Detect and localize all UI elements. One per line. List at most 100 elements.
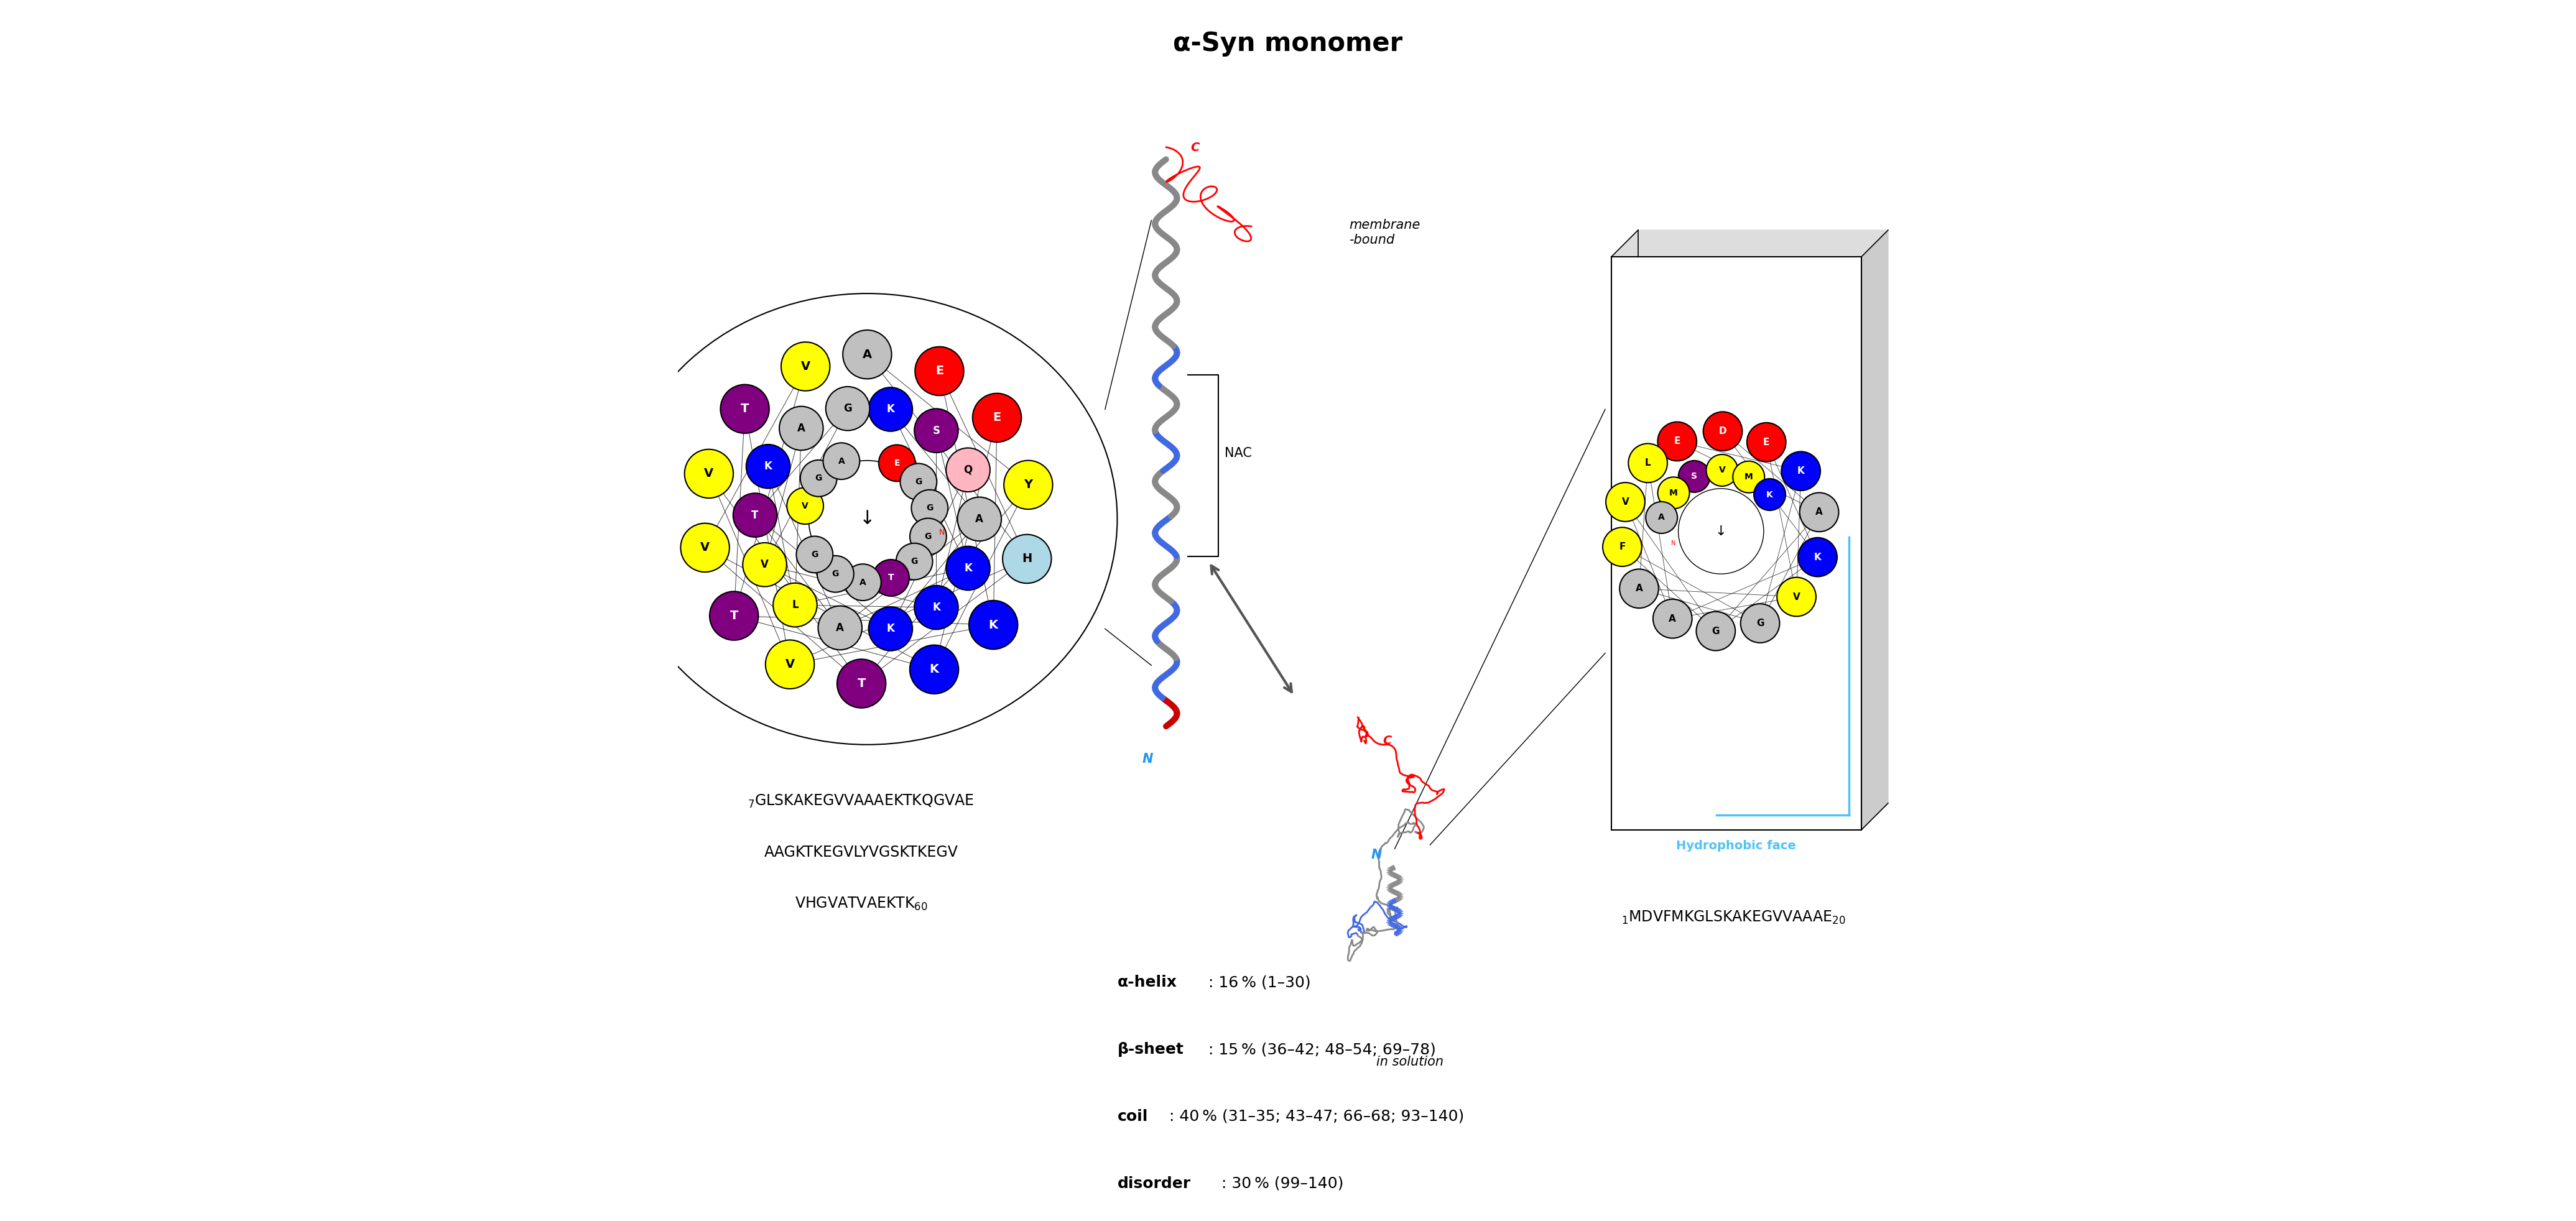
Circle shape bbox=[909, 645, 958, 694]
Text: F: F bbox=[1618, 542, 1625, 552]
Circle shape bbox=[734, 493, 778, 537]
Text: NAC: NAC bbox=[1224, 447, 1252, 459]
Text: V: V bbox=[703, 468, 714, 480]
Text: S: S bbox=[933, 425, 940, 436]
Circle shape bbox=[914, 347, 963, 396]
Ellipse shape bbox=[618, 293, 1118, 745]
Circle shape bbox=[868, 387, 912, 431]
Text: D: D bbox=[1718, 426, 1726, 436]
Text: A: A bbox=[860, 578, 866, 586]
Circle shape bbox=[1705, 454, 1739, 486]
Text: T: T bbox=[742, 403, 750, 415]
Circle shape bbox=[817, 556, 853, 592]
Circle shape bbox=[824, 443, 860, 480]
Circle shape bbox=[1656, 422, 1698, 460]
Text: V: V bbox=[801, 360, 811, 372]
Circle shape bbox=[1605, 482, 1646, 521]
Circle shape bbox=[1680, 488, 1765, 574]
Text: $_1$MDVFMKGLSKAKEGVVAAAE$_{20}$: $_1$MDVFMKGLSKAKEGVVAAAE$_{20}$ bbox=[1620, 910, 1844, 926]
Text: : 15 % (36–42; 48–54; 69–78): : 15 % (36–42; 48–54; 69–78) bbox=[1208, 1042, 1435, 1057]
Circle shape bbox=[685, 449, 734, 498]
Circle shape bbox=[1798, 537, 1837, 576]
Text: in solution: in solution bbox=[1376, 1055, 1443, 1068]
Text: T: T bbox=[858, 678, 866, 690]
Text: membrane
-bound: membrane -bound bbox=[1350, 219, 1419, 245]
Circle shape bbox=[1628, 443, 1667, 482]
Text: A: A bbox=[837, 457, 845, 465]
Text: : 40 % (31–35; 43–47; 66–68; 93–140): : 40 % (31–35; 43–47; 66–68; 93–140) bbox=[1170, 1109, 1463, 1125]
Text: E: E bbox=[992, 411, 1002, 424]
Text: α-helix: α-helix bbox=[1118, 974, 1177, 990]
Text: N: N bbox=[1672, 541, 1677, 547]
Circle shape bbox=[742, 542, 786, 586]
Text: A: A bbox=[1636, 584, 1643, 593]
Circle shape bbox=[680, 524, 729, 571]
Circle shape bbox=[827, 387, 871, 431]
Text: V: V bbox=[1793, 592, 1801, 602]
Circle shape bbox=[945, 448, 989, 492]
Text: K: K bbox=[1767, 490, 1772, 499]
Circle shape bbox=[868, 607, 912, 651]
Text: G: G bbox=[832, 570, 840, 579]
Circle shape bbox=[1646, 502, 1677, 534]
Text: K: K bbox=[989, 619, 997, 631]
Circle shape bbox=[878, 444, 914, 481]
Circle shape bbox=[958, 497, 1002, 541]
Text: K: K bbox=[886, 404, 894, 415]
Text: K: K bbox=[1814, 552, 1821, 562]
Text: L: L bbox=[791, 600, 799, 610]
Text: L: L bbox=[1646, 458, 1651, 468]
Circle shape bbox=[819, 606, 863, 650]
Text: A: A bbox=[863, 348, 871, 360]
Circle shape bbox=[1777, 578, 1816, 617]
Circle shape bbox=[1602, 527, 1641, 567]
Text: disorder: disorder bbox=[1118, 1176, 1190, 1190]
Text: G: G bbox=[811, 551, 819, 559]
Text: V: V bbox=[801, 502, 809, 510]
Text: A: A bbox=[1669, 614, 1677, 624]
Text: ↓: ↓ bbox=[860, 510, 876, 527]
Circle shape bbox=[781, 342, 829, 391]
Circle shape bbox=[845, 564, 881, 601]
Circle shape bbox=[914, 409, 958, 453]
Text: G: G bbox=[1757, 619, 1765, 628]
Text: : 30 % (99–140): : 30 % (99–140) bbox=[1221, 1176, 1345, 1190]
Text: $_7$GLSKAKEGVVAAAEKTKQGVAE: $_7$GLSKAKEGVVAAAEKTKQGVAE bbox=[747, 794, 974, 810]
Text: G: G bbox=[1713, 626, 1721, 636]
Text: G: G bbox=[914, 477, 922, 486]
Circle shape bbox=[1754, 479, 1785, 510]
Circle shape bbox=[1620, 569, 1659, 608]
Text: G: G bbox=[912, 557, 917, 565]
Circle shape bbox=[912, 490, 948, 526]
Text: T: T bbox=[729, 610, 739, 621]
Circle shape bbox=[786, 487, 824, 524]
Text: K: K bbox=[765, 460, 773, 473]
Circle shape bbox=[909, 518, 945, 554]
Text: N: N bbox=[1370, 849, 1383, 861]
Text: E: E bbox=[1762, 437, 1770, 447]
Circle shape bbox=[809, 460, 925, 578]
Polygon shape bbox=[1862, 230, 1888, 830]
Text: V: V bbox=[786, 658, 793, 670]
Text: coil: coil bbox=[1118, 1109, 1149, 1125]
Circle shape bbox=[1654, 600, 1692, 639]
Text: V: V bbox=[760, 559, 768, 570]
Circle shape bbox=[914, 586, 958, 629]
Text: V: V bbox=[701, 542, 711, 553]
Text: AAGKTKEGVLYVGSKTKEGV: AAGKTKEGVLYVGSKTKEGV bbox=[765, 845, 958, 860]
Circle shape bbox=[1801, 492, 1839, 531]
Text: A: A bbox=[837, 623, 845, 634]
Circle shape bbox=[747, 444, 791, 488]
Bar bbox=[1610, 256, 1862, 830]
Circle shape bbox=[896, 543, 933, 580]
Circle shape bbox=[1747, 422, 1785, 462]
Text: β-sheet: β-sheet bbox=[1118, 1042, 1185, 1057]
Text: K: K bbox=[1798, 466, 1806, 476]
Text: Y: Y bbox=[1023, 479, 1033, 491]
Circle shape bbox=[899, 464, 938, 501]
Circle shape bbox=[781, 407, 824, 451]
Text: A: A bbox=[976, 514, 984, 525]
Text: G: G bbox=[925, 532, 933, 541]
Text: M: M bbox=[1744, 473, 1752, 481]
Text: Q: Q bbox=[963, 464, 974, 475]
